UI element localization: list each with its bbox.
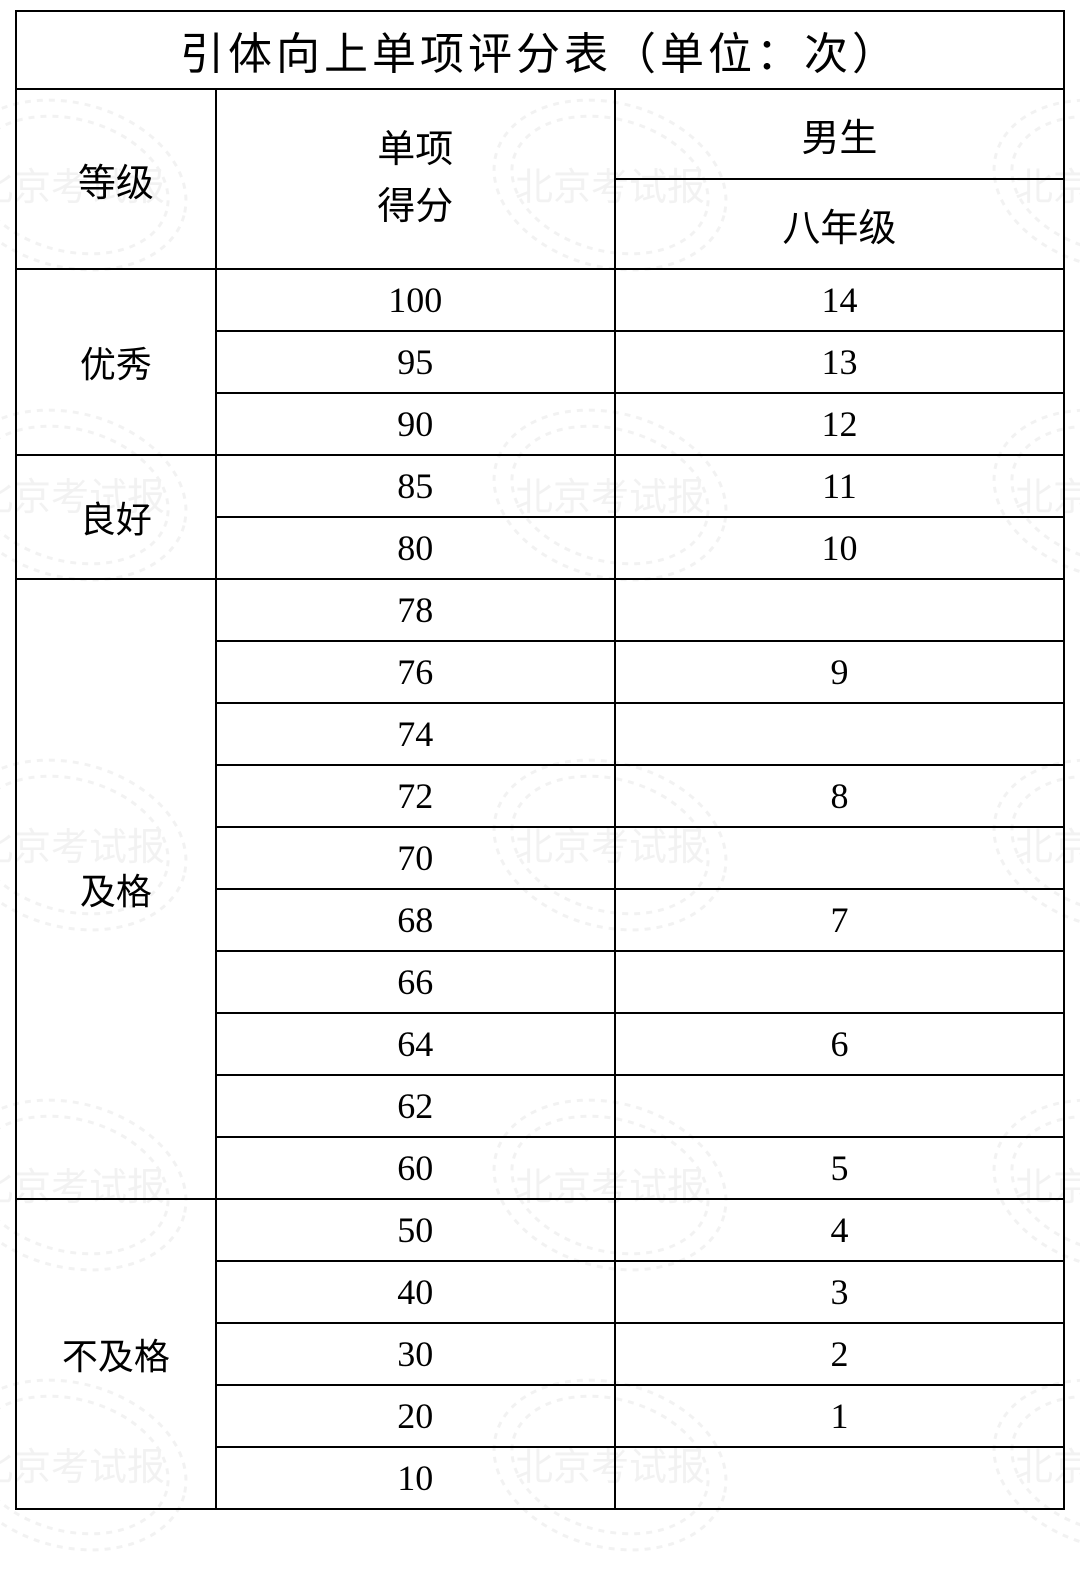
cell-score: 40 <box>216 1261 615 1323</box>
cell-val: 9 <box>615 641 1064 703</box>
level-excellent: 优秀 <box>16 269 216 455</box>
table-row: 优秀 100 14 <box>16 269 1064 331</box>
cell-score: 50 <box>216 1199 615 1261</box>
cell-score: 90 <box>216 393 615 455</box>
level-pass: 及格 <box>16 579 216 1199</box>
cell-val: 2 <box>615 1323 1064 1385</box>
header-level: 等级 <box>16 89 216 269</box>
cell-score: 20 <box>216 1385 615 1447</box>
cell-val: 14 <box>615 269 1064 331</box>
cell-val: 4 <box>615 1199 1064 1261</box>
cell-score: 68 <box>216 889 615 951</box>
cell-score: 80 <box>216 517 615 579</box>
cell-score: 95 <box>216 331 615 393</box>
cell-score: 85 <box>216 455 615 517</box>
table-row: 良好 85 11 <box>16 455 1064 517</box>
header-row-1: 等级 单项 得分 男生 <box>16 89 1064 179</box>
scoring-table: 引体向上单项评分表（单位：次） 等级 单项 得分 男生 八年级 优秀 100 1… <box>15 10 1065 1510</box>
header-score-line1: 单项 <box>377 129 453 171</box>
cell-val <box>615 1075 1064 1137</box>
header-gender: 男生 <box>615 89 1064 179</box>
cell-score: 70 <box>216 827 615 889</box>
table-title: 引体向上单项评分表（单位：次） <box>16 11 1064 89</box>
cell-score: 74 <box>216 703 615 765</box>
cell-val <box>615 827 1064 889</box>
table-row: 不及格 50 4 <box>16 1199 1064 1261</box>
level-good: 良好 <box>16 455 216 579</box>
cell-score: 100 <box>216 269 615 331</box>
table-row: 及格 78 <box>16 579 1064 641</box>
cell-val <box>615 1447 1064 1509</box>
cell-val: 3 <box>615 1261 1064 1323</box>
cell-val: 13 <box>615 331 1064 393</box>
cell-score: 76 <box>216 641 615 703</box>
cell-val: 6 <box>615 1013 1064 1075</box>
cell-score: 72 <box>216 765 615 827</box>
level-fail: 不及格 <box>16 1199 216 1509</box>
header-score-line2: 得分 <box>377 186 453 228</box>
cell-val: 1 <box>615 1385 1064 1447</box>
cell-score: 78 <box>216 579 615 641</box>
cell-score: 62 <box>216 1075 615 1137</box>
cell-val: 5 <box>615 1137 1064 1199</box>
cell-val: 8 <box>615 765 1064 827</box>
cell-val <box>615 703 1064 765</box>
cell-score: 64 <box>216 1013 615 1075</box>
cell-val: 11 <box>615 455 1064 517</box>
cell-val: 10 <box>615 517 1064 579</box>
cell-score: 60 <box>216 1137 615 1199</box>
header-score: 单项 得分 <box>216 89 615 269</box>
cell-score: 66 <box>216 951 615 1013</box>
title-row: 引体向上单项评分表（单位：次） <box>16 11 1064 89</box>
cell-val <box>615 579 1064 641</box>
header-grade: 八年级 <box>615 179 1064 269</box>
cell-val <box>615 951 1064 1013</box>
cell-val: 12 <box>615 393 1064 455</box>
cell-score: 30 <box>216 1323 615 1385</box>
cell-val: 7 <box>615 889 1064 951</box>
cell-score: 10 <box>216 1447 615 1509</box>
